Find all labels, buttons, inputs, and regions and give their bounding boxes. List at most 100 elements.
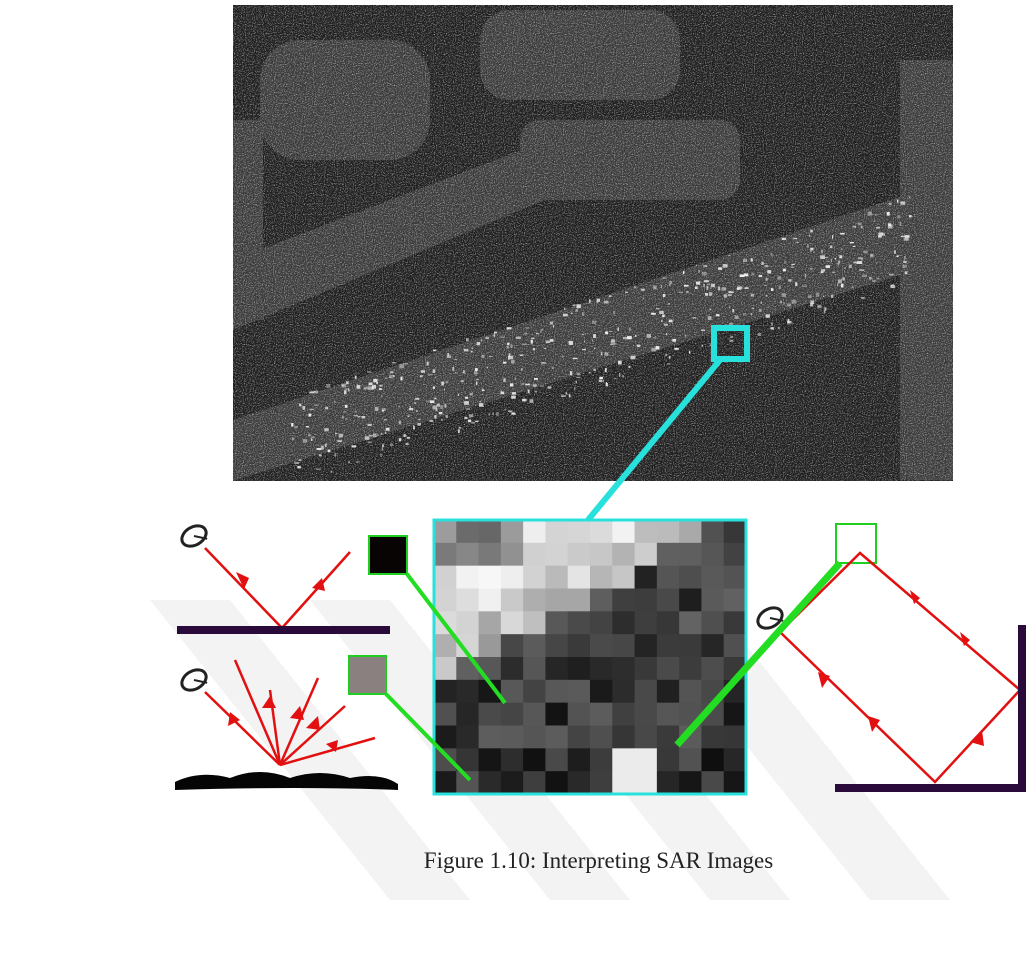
scatterer <box>409 408 413 410</box>
scatterer <box>787 303 791 306</box>
scatterer <box>407 437 410 439</box>
scatterer <box>599 380 602 382</box>
pixel <box>545 543 568 566</box>
scatterer <box>898 215 901 218</box>
scatterer <box>481 339 482 341</box>
pixel <box>590 680 613 703</box>
pixel <box>523 726 546 749</box>
scatterer <box>824 307 826 310</box>
scatterer <box>406 443 409 445</box>
scatterer <box>306 426 309 427</box>
scatterer <box>345 405 348 408</box>
scatterer <box>718 287 720 291</box>
scatterer <box>445 381 448 383</box>
scatterer <box>488 413 490 415</box>
pixel <box>501 611 524 634</box>
scatterer <box>707 286 709 290</box>
scatterer <box>441 419 443 421</box>
scatterer <box>447 355 451 358</box>
scatterer <box>392 362 395 363</box>
scatterer <box>294 426 297 428</box>
scatterer <box>669 284 671 286</box>
scatterer <box>526 327 529 329</box>
scatterer <box>575 309 578 312</box>
scatterer <box>824 310 826 313</box>
scatterer <box>831 295 834 298</box>
scatterer <box>573 358 578 359</box>
scatterer <box>477 342 481 345</box>
scatterer <box>472 348 473 350</box>
scatterer <box>582 312 583 315</box>
scatterer <box>782 293 786 297</box>
scatterer <box>811 300 815 304</box>
scatterer <box>531 338 534 339</box>
scatterer <box>569 341 573 345</box>
pixel <box>545 611 568 634</box>
pixel <box>545 566 568 589</box>
pixel <box>701 771 724 794</box>
scatterer <box>605 368 607 372</box>
pixel <box>701 748 724 771</box>
pixel <box>523 657 546 680</box>
pixel <box>701 611 724 634</box>
scatterer <box>637 345 641 347</box>
scatterer <box>837 283 838 285</box>
pixel <box>590 771 613 794</box>
scatterer <box>463 370 465 373</box>
pixel <box>724 634 747 657</box>
scatterer <box>529 399 533 403</box>
pixel <box>657 680 680 703</box>
scatterer <box>531 340 533 344</box>
scatterer <box>722 287 727 290</box>
pixel <box>612 703 635 726</box>
scatterer <box>528 390 530 394</box>
scatterer <box>544 348 546 349</box>
scatterer <box>729 306 730 308</box>
scatterer <box>870 254 873 257</box>
pixel <box>612 566 635 589</box>
scatterer <box>894 250 896 254</box>
pixel <box>657 726 680 749</box>
scatterer <box>342 416 343 419</box>
scatterer <box>783 302 784 305</box>
scatterer <box>476 379 478 380</box>
scatterer <box>470 393 473 395</box>
scatterer <box>651 313 656 315</box>
scatterer <box>771 253 773 256</box>
scatterer <box>430 400 435 403</box>
scatterer <box>398 406 400 407</box>
pixel <box>724 771 747 794</box>
pixel <box>657 611 680 634</box>
scatterer <box>594 347 595 349</box>
scatterer <box>355 376 357 379</box>
scatterer <box>791 267 794 268</box>
scatterer <box>417 423 421 425</box>
scatterer <box>403 435 407 436</box>
scatterer <box>796 242 798 243</box>
pixel <box>479 657 502 680</box>
scatterer <box>701 329 705 330</box>
scatterer <box>696 281 700 284</box>
scatterer <box>609 295 612 297</box>
scatterer <box>778 327 779 329</box>
scatterer <box>702 272 707 276</box>
scatterer <box>824 257 828 258</box>
scatterer <box>548 386 552 388</box>
scatterer <box>810 250 812 252</box>
pixel <box>456 726 479 749</box>
scatterer <box>328 450 331 453</box>
scatterer <box>466 338 469 341</box>
scatterer <box>629 328 631 331</box>
scatterer <box>525 333 527 335</box>
scatterer <box>511 345 513 348</box>
scatterer <box>449 399 451 400</box>
scatterer <box>841 248 843 250</box>
pixel <box>568 726 591 749</box>
pixel <box>724 703 747 726</box>
scatterer <box>761 262 763 265</box>
scatterer <box>872 280 876 282</box>
scatterer <box>666 333 667 335</box>
scatterer <box>672 339 676 342</box>
scatterer <box>400 377 402 381</box>
scatterer <box>326 384 330 388</box>
